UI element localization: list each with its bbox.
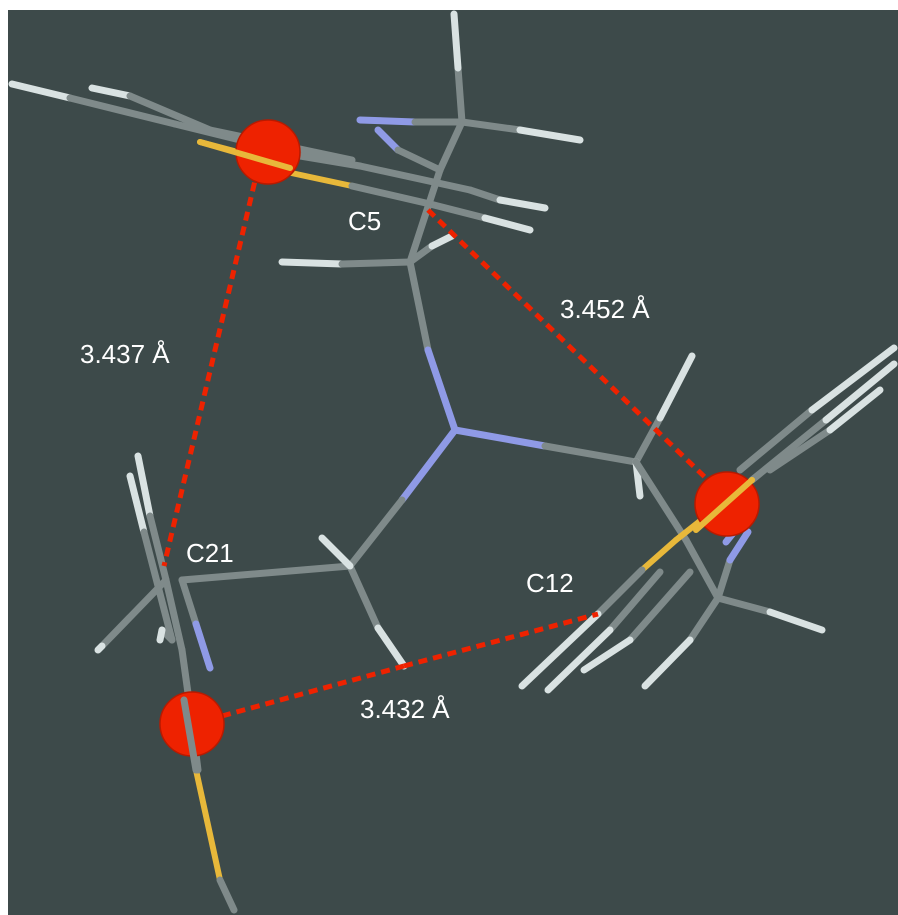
distance-label-left: 3.437 Å xyxy=(80,339,170,369)
bond xyxy=(686,594,722,644)
bond xyxy=(822,360,898,424)
bond xyxy=(626,568,694,644)
bond xyxy=(66,94,179,128)
bond xyxy=(356,116,419,126)
bond xyxy=(178,562,354,584)
bond xyxy=(436,118,466,174)
contact-line-top-right xyxy=(426,208,714,486)
bond xyxy=(632,458,690,544)
ring-centroid-top xyxy=(235,119,301,185)
bond xyxy=(88,84,134,100)
bond xyxy=(426,200,489,222)
bond xyxy=(808,344,898,414)
bond xyxy=(424,346,459,434)
top-chain xyxy=(356,10,584,266)
atom-label-c21: C21 xyxy=(186,538,234,568)
bond xyxy=(374,126,402,154)
bond xyxy=(338,258,414,268)
bond xyxy=(639,537,679,573)
over-centroid-bonds xyxy=(180,139,755,774)
bond xyxy=(606,568,664,634)
bond xyxy=(481,214,534,234)
bottom-chain xyxy=(178,534,408,670)
bond xyxy=(318,534,354,570)
bond xyxy=(193,767,223,883)
bond xyxy=(450,10,462,72)
bond xyxy=(348,182,434,208)
right-chain xyxy=(632,352,826,690)
bond xyxy=(346,496,406,570)
bond xyxy=(126,472,148,536)
bond xyxy=(94,642,106,654)
bond xyxy=(726,528,752,564)
bond xyxy=(766,608,826,634)
bond xyxy=(736,406,816,474)
bond xyxy=(406,258,432,354)
bond xyxy=(8,80,74,102)
bond xyxy=(693,477,755,533)
contacts xyxy=(161,167,714,719)
bond xyxy=(682,536,722,602)
bond xyxy=(714,556,734,602)
bond xyxy=(406,166,444,266)
bond xyxy=(398,426,459,504)
bond xyxy=(641,636,694,690)
bond xyxy=(98,576,170,650)
bond xyxy=(278,258,346,268)
bond xyxy=(346,562,382,632)
bond xyxy=(192,620,214,672)
right-ring xyxy=(518,344,898,694)
bond xyxy=(126,92,214,134)
bond xyxy=(544,626,614,694)
bond xyxy=(516,126,584,144)
bond xyxy=(454,64,466,126)
atom-label-c5: C5 xyxy=(348,206,381,236)
labels: C5 C21 C12 3.452 Å 3.437 Å 3.432 Å xyxy=(80,206,650,724)
bond xyxy=(146,512,170,584)
bond xyxy=(594,566,646,618)
bond xyxy=(632,414,664,466)
bond xyxy=(580,636,634,674)
distance-label-top-right: 3.452 Å xyxy=(560,294,650,324)
bond xyxy=(197,139,293,171)
bond xyxy=(496,196,549,212)
bond xyxy=(394,146,444,174)
contact-line-bottom-right xyxy=(403,611,599,669)
bond xyxy=(180,696,200,774)
distance-label-bottom: 3.432 Å xyxy=(360,694,450,724)
bond xyxy=(428,232,456,250)
central-chain xyxy=(278,232,640,570)
bond xyxy=(766,426,834,474)
bond xyxy=(518,610,602,690)
bond xyxy=(162,576,186,654)
bond xyxy=(216,876,238,914)
contact-line-bottom xyxy=(221,663,405,719)
bond xyxy=(714,594,774,616)
bond xyxy=(374,624,408,670)
bond xyxy=(156,626,166,644)
atom-label-c12: C12 xyxy=(526,568,574,598)
bond xyxy=(466,186,504,204)
bond xyxy=(406,242,436,266)
bond xyxy=(826,386,884,434)
bond xyxy=(356,162,474,194)
bond xyxy=(134,452,154,520)
bond xyxy=(458,118,524,134)
bond xyxy=(656,352,696,422)
bond xyxy=(748,416,830,484)
bond xyxy=(541,442,640,466)
contact-line-left xyxy=(161,167,261,567)
bond xyxy=(451,426,549,450)
bond xyxy=(178,576,200,628)
